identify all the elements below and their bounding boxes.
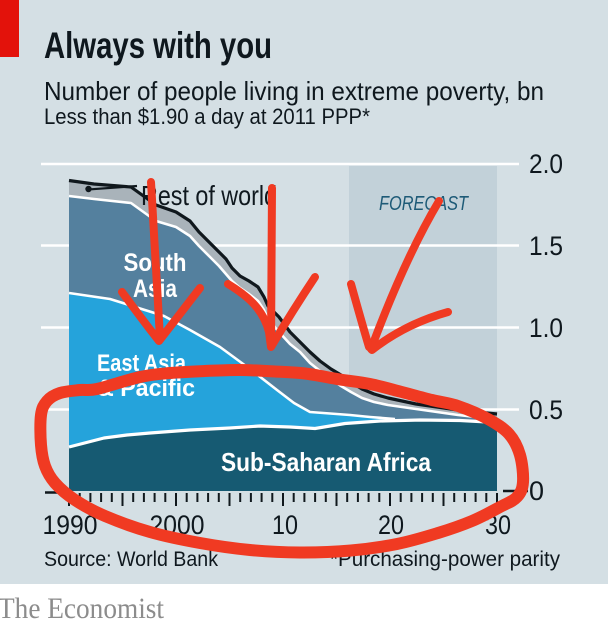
svg-text:Source: World Bank: Source: World Bank — [44, 548, 218, 571]
svg-text:Sub-Saharan Africa: Sub-Saharan Africa — [221, 447, 431, 477]
svg-text:10: 10 — [272, 510, 298, 540]
svg-text:FORECAST: FORECAST — [379, 193, 469, 215]
svg-text:1990: 1990 — [43, 510, 98, 540]
svg-text:2.0: 2.0 — [529, 149, 563, 179]
svg-text:Number of people living in ext: Number of people living in extreme pover… — [44, 76, 544, 106]
svg-text:1.5: 1.5 — [529, 231, 563, 261]
svg-text:20: 20 — [378, 510, 404, 540]
svg-text:Less than $1.90 a day at 2011: Less than $1.90 a day at 2011 PPP* — [44, 104, 370, 129]
svg-text:Always with you: Always with you — [44, 25, 272, 66]
svg-text:*Purchasing-power parity: *Purchasing-power parity — [330, 548, 560, 571]
svg-text:Rest of world: Rest of world — [141, 180, 277, 211]
svg-text:0: 0 — [529, 476, 544, 506]
svg-text:The Economist: The Economist — [0, 592, 165, 625]
svg-text:1.0: 1.0 — [529, 313, 563, 343]
svg-text:0.5: 0.5 — [529, 395, 563, 425]
